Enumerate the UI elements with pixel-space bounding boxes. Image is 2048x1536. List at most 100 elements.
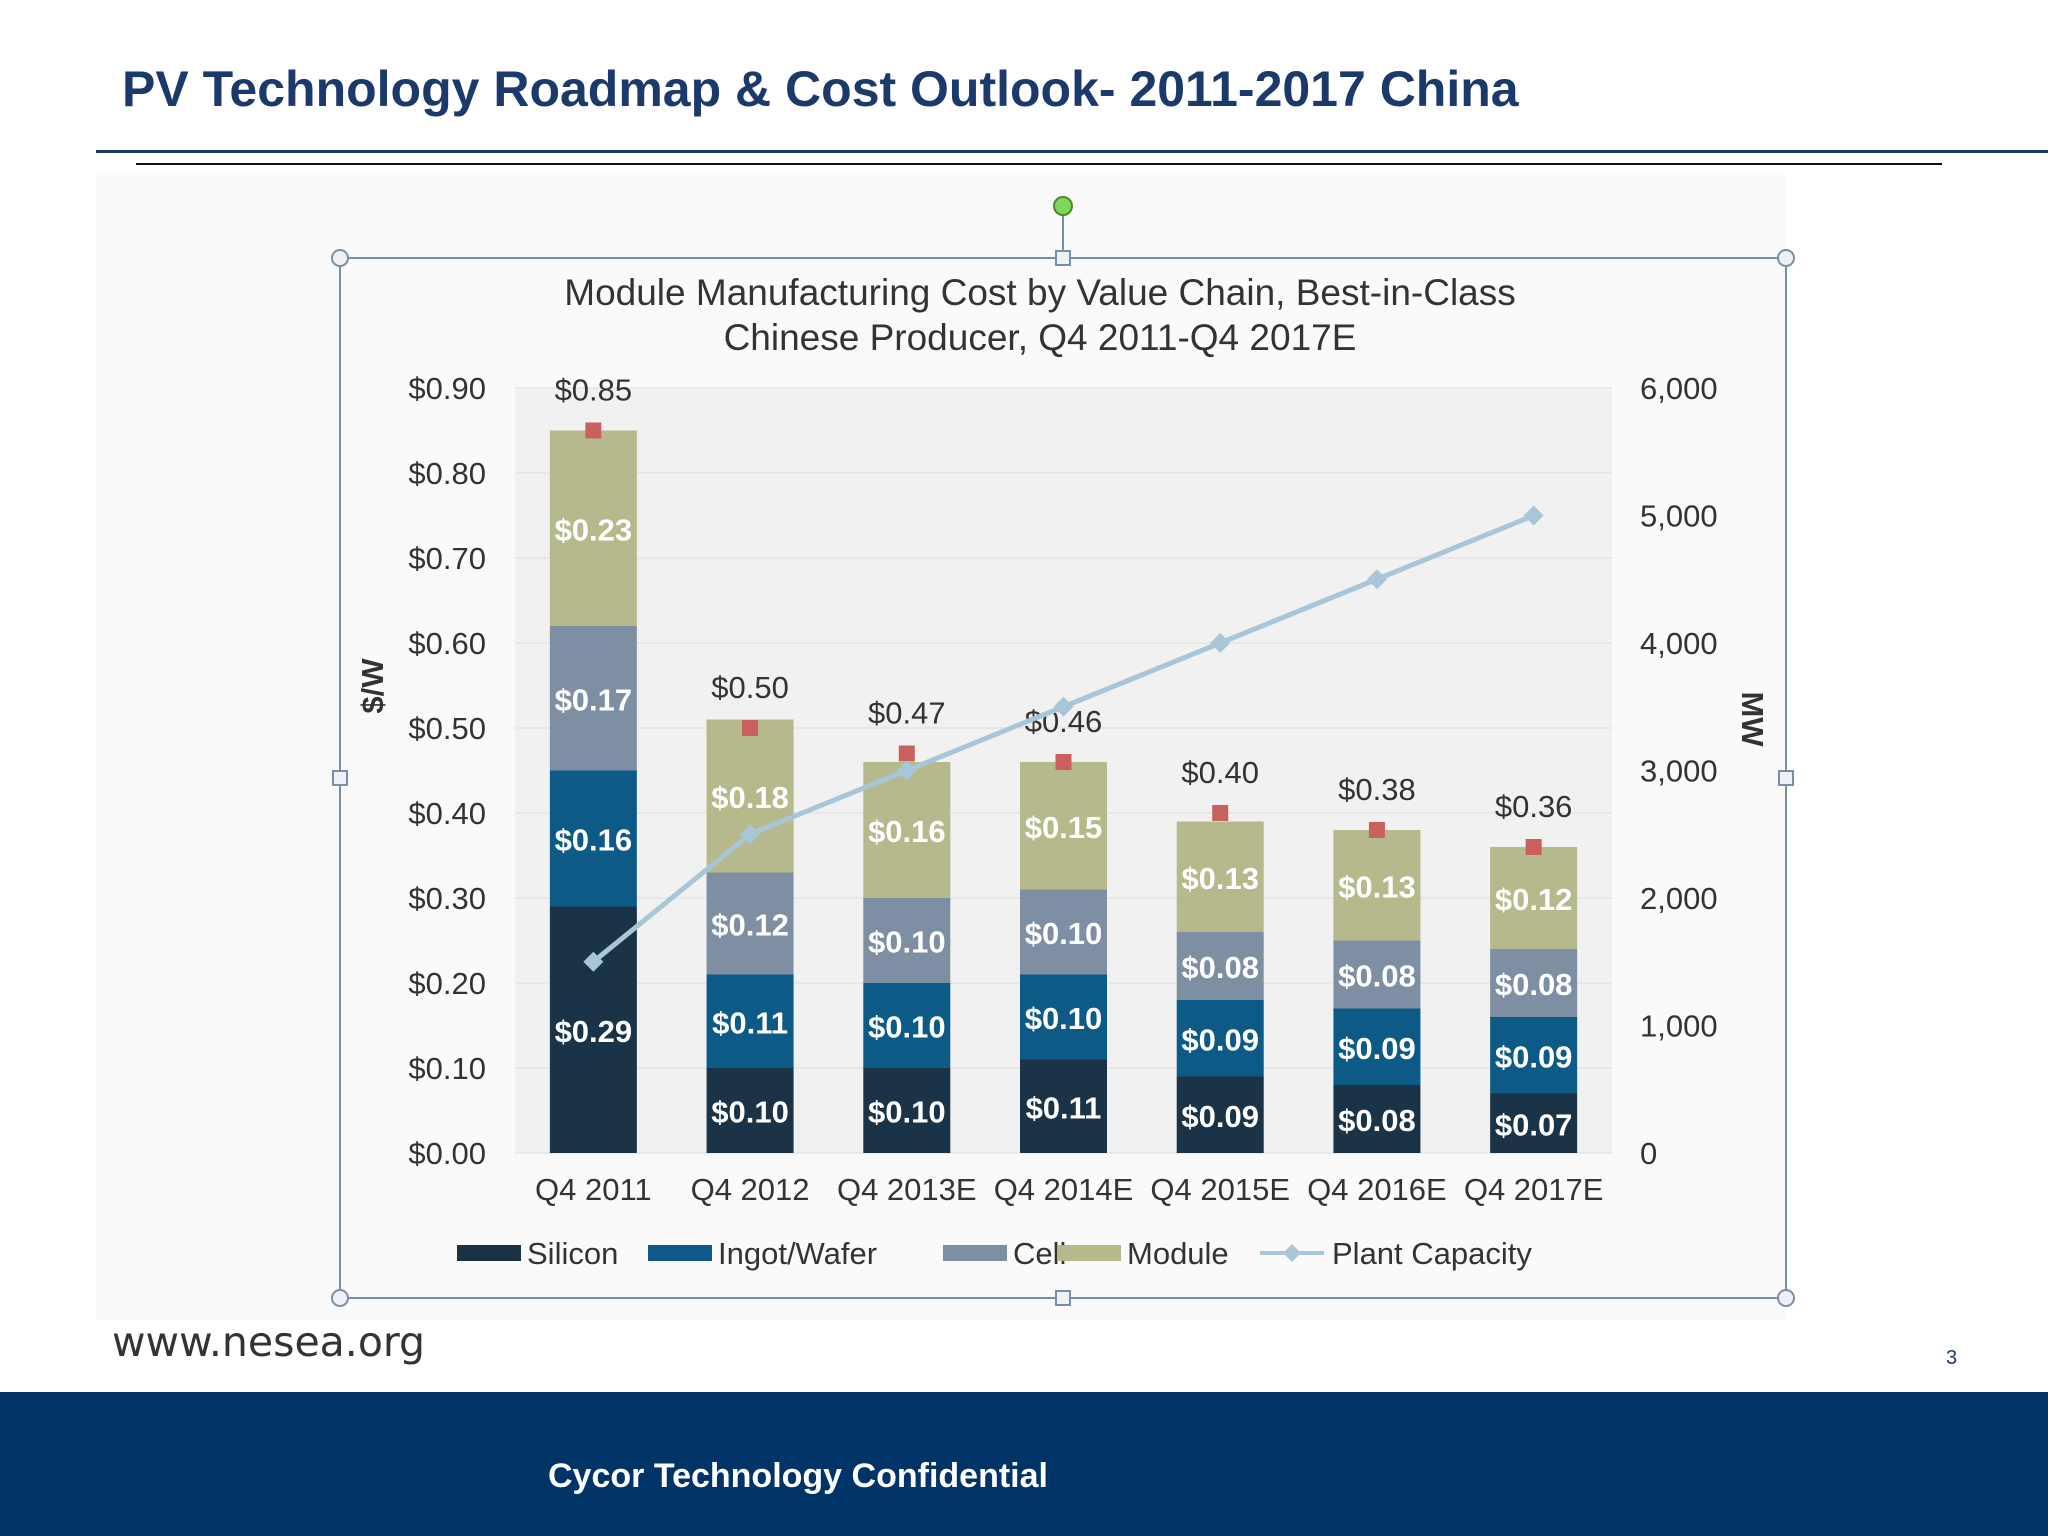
legend-swatch — [457, 1245, 521, 1261]
y2-tick-label: 4,000 — [1640, 626, 1718, 661]
segment-value-label: $0.13 — [1181, 861, 1259, 896]
plant-capacity-point[interactable] — [740, 824, 761, 845]
bar-segment-module[interactable] — [1020, 762, 1107, 890]
chart-title-line-1: Module Manufacturing Cost by Value Chain… — [564, 272, 1516, 313]
x-tick-label: Q4 2017E — [1464, 1172, 1604, 1207]
segment-value-label: $0.23 — [555, 512, 633, 547]
legend-label: Silicon — [527, 1236, 618, 1271]
side-resize-handle[interactable] — [1055, 1290, 1071, 1306]
legend-marker — [1283, 1244, 1301, 1262]
bar-segment-ingot-wafer[interactable] — [706, 974, 794, 1069]
plant-capacity-point[interactable] — [1366, 569, 1387, 590]
legend-item[interactable]: Module — [1057, 1236, 1229, 1271]
plant-capacity-point[interactable] — [896, 760, 917, 781]
corner-resize-handle[interactable] — [331, 1289, 349, 1307]
chart-title-line-2: Chinese Producer, Q4 2011-Q4 2017E — [724, 317, 1357, 358]
bar-segment-cell[interactable] — [1333, 940, 1421, 1009]
segment-value-label: $0.13 — [1338, 869, 1416, 904]
y-tick-label: $0.10 — [408, 1051, 486, 1086]
total-value-label: $0.85 — [555, 373, 633, 408]
x-tick-label: Q4 2016E — [1307, 1172, 1447, 1207]
bar-segment-cell[interactable] — [549, 626, 637, 771]
side-resize-handle[interactable] — [1778, 770, 1794, 786]
bar-segment-ingot-wafer[interactable] — [1176, 1000, 1264, 1077]
bar-segment-module[interactable] — [1176, 821, 1264, 933]
segment-value-label: $0.07 — [1495, 1107, 1573, 1142]
segment-value-label: $0.09 — [1181, 1099, 1259, 1134]
segment-value-label: $0.10 — [868, 1095, 946, 1130]
bars — [549, 430, 1578, 1154]
legend-item[interactable]: Ingot/Wafer — [648, 1236, 877, 1271]
legend-label: Module — [1127, 1236, 1229, 1271]
bar-segment-cell[interactable] — [706, 872, 794, 975]
legend-item[interactable]: Plant Capacity — [1260, 1236, 1532, 1271]
total-marker — [1368, 822, 1385, 838]
corner-resize-handle[interactable] — [1777, 249, 1795, 267]
y2-tick-label: 6,000 — [1640, 371, 1718, 406]
bar-segment-silicon[interactable] — [706, 1068, 794, 1153]
bar-segment-ingot-wafer[interactable] — [1333, 1008, 1421, 1086]
segment-value-label: $0.17 — [555, 682, 633, 717]
bar-segment-module[interactable] — [549, 430, 637, 627]
corner-resize-handle[interactable] — [1777, 1289, 1795, 1307]
bar-segment-silicon[interactable] — [1020, 1059, 1107, 1154]
segment-value-label: $0.09 — [1181, 1022, 1259, 1057]
bar-segment-cell[interactable] — [1490, 949, 1578, 1017]
segment-value-label: $0.10 — [868, 925, 946, 960]
y-tick-label: $0.80 — [408, 456, 486, 491]
legend-swatch — [943, 1245, 1007, 1261]
plant-capacity-point[interactable] — [583, 951, 604, 972]
bar-segment-silicon[interactable] — [549, 906, 637, 1154]
legend-item[interactable]: Silicon — [457, 1236, 618, 1271]
rotate-handle[interactable] — [1053, 196, 1073, 216]
segment-value-label: $0.09 — [1338, 1031, 1416, 1066]
plant-capacity-point[interactable] — [1053, 696, 1074, 717]
bar-segment-ingot-wafer[interactable] — [1020, 974, 1107, 1060]
chart-selection-frame — [331, 196, 1795, 1307]
y-axis-label: $/W — [355, 658, 390, 714]
y-tick-label: $0.70 — [408, 541, 486, 576]
y2-tick-label: 2,000 — [1640, 881, 1718, 916]
cost-chart[interactable]: Module Manufacturing Cost by Value Chain… — [0, 0, 2048, 1392]
bar-segment-ingot-wafer[interactable] — [1490, 1017, 1578, 1094]
legend-label: Plant Capacity — [1332, 1236, 1532, 1271]
bar-segment-silicon[interactable] — [1333, 1085, 1421, 1153]
bar-segment-silicon[interactable] — [863, 1068, 951, 1153]
x-tick-label: Q4 2011 — [535, 1172, 652, 1207]
bar-segment-ingot-wafer[interactable] — [549, 770, 637, 907]
x-tick-label: Q4 2013E — [837, 1172, 977, 1207]
total-marker — [1212, 805, 1229, 821]
bar-segment-ingot-wafer[interactable] — [863, 983, 951, 1068]
y2-axis-label: MW — [1735, 691, 1770, 747]
bar-segment-silicon[interactable] — [1176, 1076, 1264, 1154]
bar-segment-module[interactable] — [1490, 847, 1578, 949]
segment-value-label: $0.12 — [1495, 882, 1573, 917]
plant-capacity-point[interactable] — [1210, 633, 1231, 653]
segment-value-label: $0.15 — [1025, 810, 1103, 845]
legend-label: Ingot/Wafer — [718, 1236, 877, 1271]
bar-segment-silicon[interactable] — [1490, 1093, 1578, 1154]
segment-value-label: $0.29 — [555, 1014, 633, 1049]
side-resize-handle[interactable] — [1055, 250, 1071, 266]
y2-axis-ticks: 0 1,000 2,000 3,000 4,000 5,000 6,000 — [1640, 371, 1718, 1171]
side-resize-handle[interactable] — [332, 770, 348, 786]
total-marker — [1525, 839, 1542, 855]
corner-resize-handle[interactable] — [331, 249, 349, 267]
plant-capacity-point[interactable] — [1523, 505, 1544, 526]
bar-segment-cell[interactable] — [1020, 889, 1107, 975]
bar-segment-module[interactable] — [1333, 830, 1421, 941]
legend: Silicon Ingot/Wafer Cell Module Plant Capaci… — [457, 1236, 1532, 1271]
bar-segment-module[interactable] — [706, 719, 794, 873]
page-title: PV Technology Roadmap & Cost Outlook- 20… — [122, 61, 1519, 117]
x-axis-ticks: Q4 2011 Q4 2012 Q4 2013E Q4 2014E Q4 2015E Q4… — [535, 1172, 1603, 1207]
title-rule — [96, 150, 2048, 153]
total-value-label: $0.38 — [1338, 772, 1416, 807]
segment-value-label: $0.08 — [1338, 1103, 1416, 1138]
bar-segment-cell[interactable] — [863, 898, 951, 983]
x-tick-label: Q4 2014E — [994, 1172, 1134, 1207]
legend-swatch — [1057, 1245, 1121, 1261]
bar-segment-cell[interactable] — [1176, 932, 1264, 1000]
title-underline — [136, 163, 1942, 165]
x-tick-label: Q4 2012 — [691, 1172, 810, 1207]
total-value-label: $0.40 — [1181, 755, 1259, 790]
